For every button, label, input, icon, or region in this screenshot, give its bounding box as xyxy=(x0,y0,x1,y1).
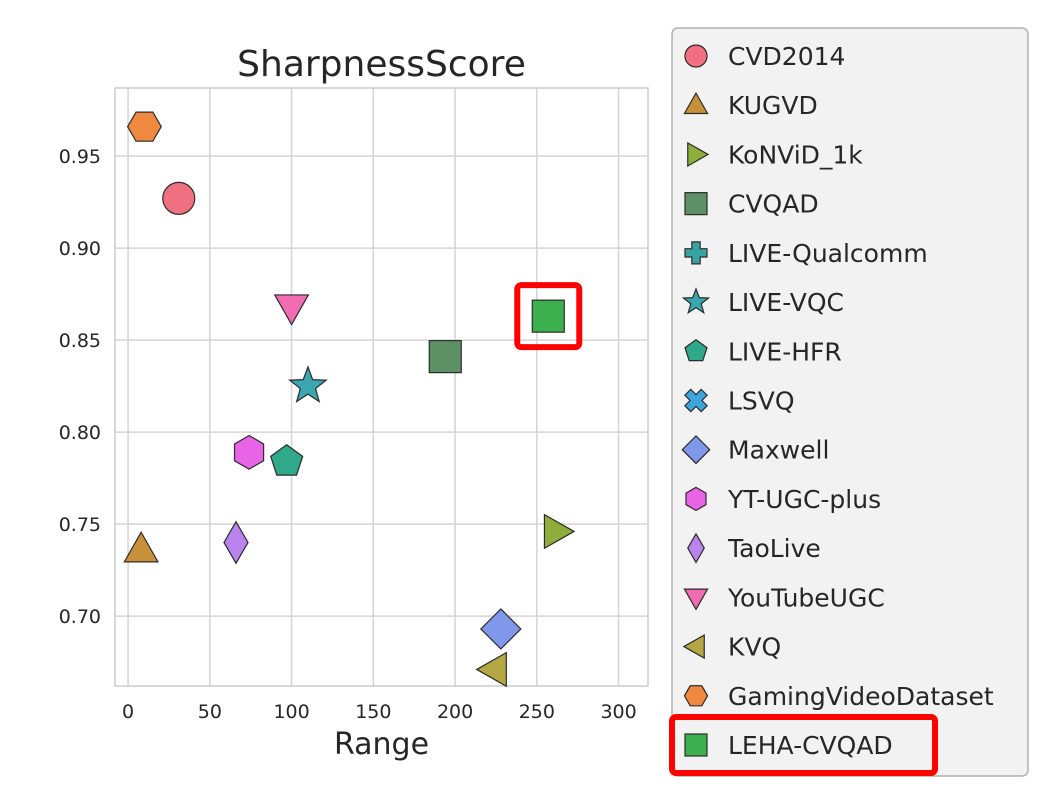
legend-label: LIVE-HFR xyxy=(728,337,842,366)
legend-item-cvqad: CVQAD xyxy=(684,190,819,219)
grid xyxy=(115,88,648,686)
x-axis-title: Range xyxy=(334,727,429,762)
legend-label: GamingVideoDataset xyxy=(728,682,994,711)
plot-frame xyxy=(114,87,649,687)
legend-marker-leha-cvqad xyxy=(684,733,708,757)
legend-label: KoNViD_1k xyxy=(728,140,863,169)
point-youtubeugc xyxy=(273,294,310,326)
legend-label: YouTubeUGC xyxy=(727,583,885,612)
x-tick-label: 150 xyxy=(355,701,391,723)
legend-item-konvid-1k: KoNViD_1k xyxy=(687,140,863,169)
highlight-box xyxy=(514,282,583,351)
legend-marker-cvd2014 xyxy=(684,44,708,68)
x-tick-label: 0 xyxy=(122,701,134,723)
legend-marker-kvq xyxy=(682,633,705,660)
point-live-vqc xyxy=(288,365,328,404)
point-kvq xyxy=(475,651,507,688)
legend-item-leha-cvqad: LEHA-CVQAD xyxy=(669,714,938,776)
y-tick-label: 0.90 xyxy=(59,238,101,260)
legend-item-live-hfr: LIVE-HFR xyxy=(684,337,842,366)
legend-label: LIVE-VQC xyxy=(728,288,844,317)
legend-label: LSVQ xyxy=(728,387,795,416)
legend-marker-konvid-1k xyxy=(687,141,710,168)
legend-item-live-vqc: LIVE-VQC xyxy=(681,287,844,317)
legend-marker-gamingvideodataset xyxy=(683,685,709,707)
legend-marker-cvqad xyxy=(684,192,708,216)
y-tick-label: 0.85 xyxy=(59,330,101,352)
legend-item-yt-ugc-plus: YT-UGC-plus xyxy=(685,485,881,514)
legend-item-cvd2014: CVD2014 xyxy=(684,42,845,71)
y-tick-label: 0.80 xyxy=(59,422,101,444)
x-tick-label: 50 xyxy=(198,701,222,723)
legend-marker-yt-ugc-plus xyxy=(685,486,707,512)
point-cvd2014 xyxy=(162,181,196,215)
y-tick-label: 0.75 xyxy=(59,514,101,536)
x-tick-label: 300 xyxy=(600,701,636,723)
x-tick-label: 100 xyxy=(273,701,309,723)
legend-item-youtubeugc: YouTubeUGC xyxy=(683,583,885,612)
legend-marker-lsvq xyxy=(684,388,708,413)
legend-label: LEHA-CVQAD xyxy=(728,731,893,760)
legend-item-maxwell: Maxwell xyxy=(681,435,829,465)
legend-item-lsvq: LSVQ xyxy=(684,387,795,416)
legend-marker-taolive xyxy=(687,532,705,564)
chart-title: SharpnessScore xyxy=(237,44,526,85)
legend-label: CVQAD xyxy=(728,190,819,219)
point-yt-ugc-plus xyxy=(233,434,265,470)
legend-label: TaoLive xyxy=(727,534,821,563)
legend-marker-lsvq-shape xyxy=(684,388,708,413)
legend-item-kvq: KVQ xyxy=(682,633,781,662)
legend: CVD2014 KUGVD KoNViD_1k CVQAD LIVE-Qualcomm L… xyxy=(669,27,1029,777)
x-tick-label: 250 xyxy=(519,701,555,723)
point-konvid-1k xyxy=(543,513,576,550)
point-cvqad xyxy=(428,340,462,374)
legend-label: Maxwell xyxy=(728,436,829,465)
y-tick-label: 0.95 xyxy=(59,146,101,168)
legend-label: KUGVD xyxy=(728,91,818,120)
point-gamingvideodataset xyxy=(126,111,162,142)
legend-label: LIVE-Qualcomm xyxy=(728,239,928,268)
legend-highlight-box xyxy=(669,714,938,776)
legend-item-kugvd: KUGVD xyxy=(683,91,818,120)
point-maxwell xyxy=(480,608,522,650)
axis-ticks: 0 50 100 150 200 250 300 0.70 0.75 0.80 0.85 0.90 0.… xyxy=(59,146,637,723)
legend-label: YT-UGC-plus xyxy=(727,485,881,514)
legend-label: KVQ xyxy=(728,633,781,662)
legend-marker-live-qualcomm xyxy=(684,241,708,265)
legend-item-taolive: TaoLive xyxy=(687,532,821,564)
legend-marker-live-vqc xyxy=(681,287,711,315)
x-tick-label: 200 xyxy=(437,701,473,723)
legend-marker-youtubeugc xyxy=(683,588,709,611)
point-kugvd xyxy=(123,531,159,563)
point-leha-cvqad xyxy=(531,299,565,333)
legend-marker-live-hfr xyxy=(684,338,708,362)
data-points xyxy=(123,111,583,688)
legend-item-live-qualcomm: LIVE-Qualcomm xyxy=(684,239,928,268)
legend-label: CVD2014 xyxy=(728,42,845,71)
point-taolive xyxy=(223,520,249,565)
point-live-hfr xyxy=(269,443,304,476)
legend-item-gamingvideodataset: GamingVideoDataset xyxy=(683,682,994,711)
y-tick-label: 0.70 xyxy=(59,606,101,628)
legend-marker-kugvd xyxy=(683,91,709,115)
legend-marker-maxwell xyxy=(681,435,711,465)
